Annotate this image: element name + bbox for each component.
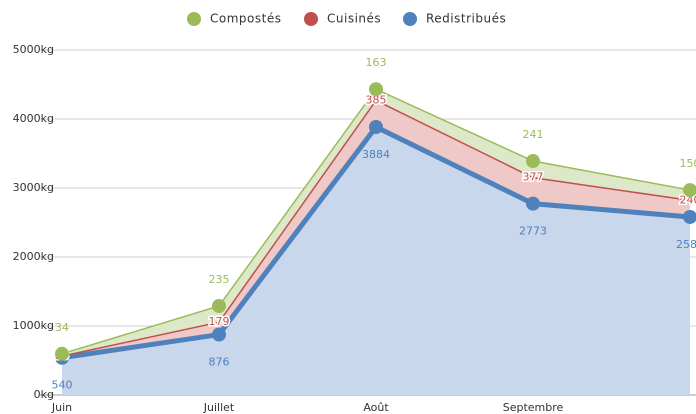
point [683, 183, 696, 198]
data-label: 377 [523, 171, 544, 184]
data-label: 385 [366, 93, 387, 106]
data-label: 34 [55, 321, 69, 334]
y-tick-label: 0kg [34, 388, 54, 401]
point [369, 82, 383, 97]
point [212, 327, 226, 342]
data-label: 163 [366, 56, 387, 69]
x-tick-label: Août [363, 401, 389, 414]
point [526, 154, 540, 169]
point [526, 196, 540, 211]
legend-label: Redistribués [426, 12, 506, 26]
point [212, 298, 226, 313]
data-label: 540 [52, 379, 73, 392]
data-label: 179 [209, 315, 230, 328]
point [369, 120, 383, 135]
area [62, 127, 690, 395]
legend-marker [187, 12, 201, 26]
line [61, 99, 691, 357]
y-tick-label: 4000kg [13, 112, 54, 125]
data-label: 3884 [362, 148, 390, 161]
data-label: 876 [209, 356, 230, 369]
data-label: 2580 [676, 238, 696, 251]
y-tick-label: 2000kg [13, 250, 54, 263]
point [683, 209, 696, 224]
data-label: 150 [680, 157, 696, 170]
legend-marker [403, 12, 417, 26]
point [55, 346, 69, 361]
data-label: 235 [209, 273, 230, 286]
x-tick-label: Juillet [203, 401, 235, 414]
legend-label: Compostés [210, 12, 281, 26]
y-tick-label: 5000kg [13, 43, 54, 56]
data-label: 2773 [519, 225, 547, 238]
legend-marker [304, 12, 318, 26]
legend-label: Cuisinés [327, 12, 381, 26]
x-tick-label: Septembre [503, 401, 564, 414]
y-tick-label: 3000kg [13, 181, 54, 194]
y-tick-label: 1000kg [13, 319, 54, 332]
x-tick-label: Juin [51, 401, 72, 414]
data-label: 241 [523, 128, 544, 141]
